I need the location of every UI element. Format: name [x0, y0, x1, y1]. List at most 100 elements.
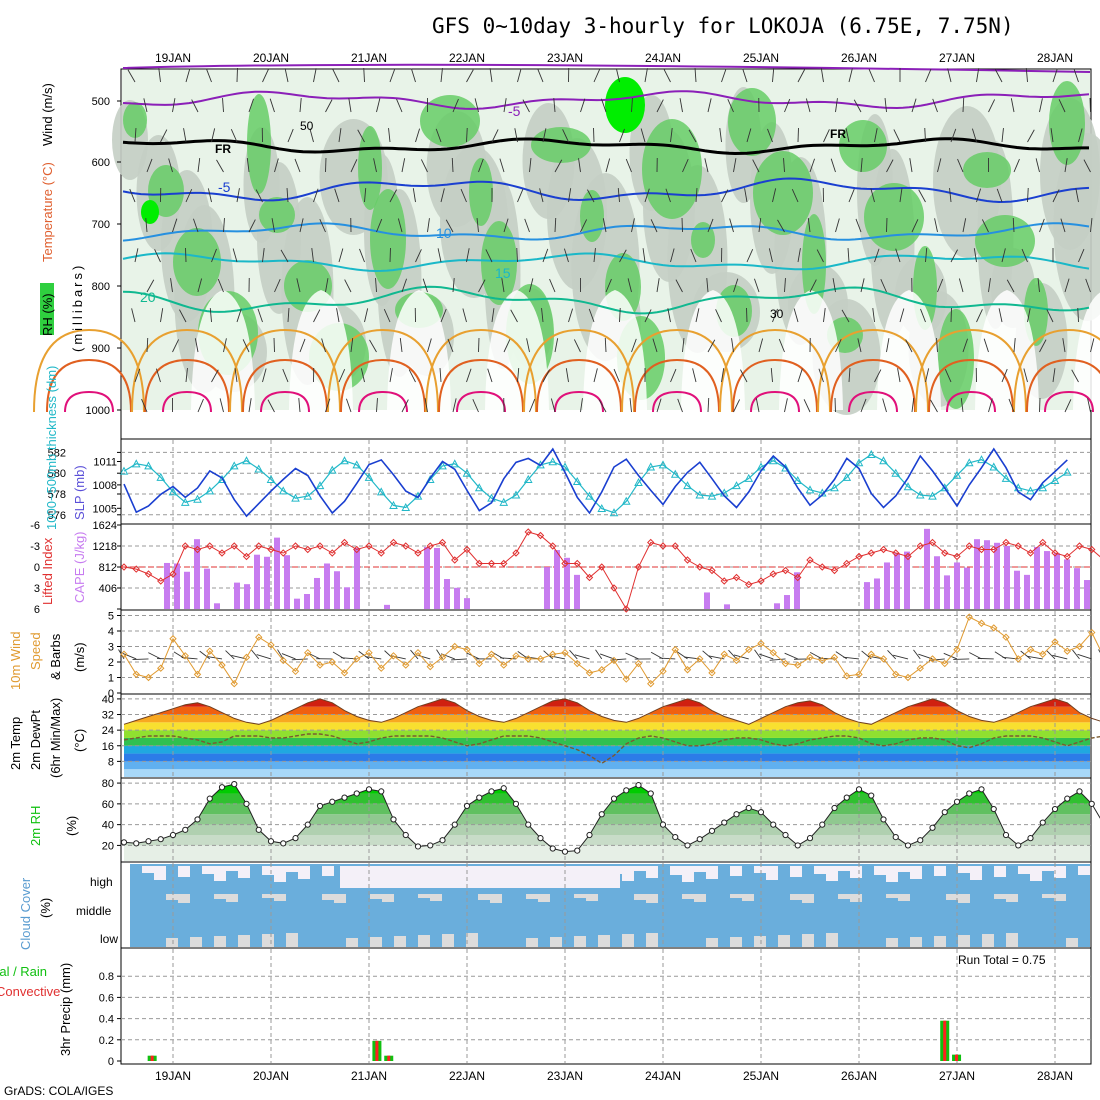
wind10-barb: [122, 653, 137, 660]
wind-barb: [134, 248, 139, 263]
wind-barb: [466, 127, 468, 143]
clear-sky-low: [262, 934, 274, 947]
wind-barb: [631, 98, 633, 113]
rh2m-marker: [390, 816, 397, 823]
rh-moist-region: [259, 197, 295, 233]
wind10-speed-marker: [316, 661, 324, 669]
cape-bar: [184, 571, 190, 609]
cape-bar: [304, 594, 310, 609]
wind-barb: [860, 158, 863, 173]
wind-barb: [206, 68, 212, 83]
clear-sky-middle: [322, 894, 334, 900]
rh2m-marker: [451, 821, 458, 828]
cape-bar: [574, 574, 580, 609]
wind-barb: [752, 159, 760, 173]
rh2m-marker: [231, 781, 238, 788]
clear-sky-middle: [226, 894, 238, 902]
wind-barb: [562, 129, 569, 143]
wind10-speed-marker: [463, 645, 471, 654]
thickness-marker: [401, 502, 411, 512]
wind-barb: [376, 218, 383, 233]
wind10-barb: [500, 657, 517, 660]
clear-sky-high: [1042, 866, 1054, 871]
clear-sky-low: [622, 934, 634, 947]
y-tick-label: 500: [92, 96, 110, 108]
lifted-index-marker: [1088, 545, 1096, 554]
y-tick-label: 60: [102, 799, 114, 811]
wind-barb: [131, 308, 136, 323]
wind-barb: [514, 128, 518, 143]
temp2m-panel-labels: 2m Temp 2m DewPt (6hr Min/Max) (°C): [8, 698, 87, 778]
wind-barb: [644, 309, 652, 323]
wind10-barb: [728, 649, 737, 660]
y-tick-label: 3: [108, 642, 114, 654]
temperature-contour: [122, 137, 1089, 156]
wind-barb: [690, 248, 697, 263]
thickness-marker: [1050, 475, 1060, 484]
wind-barb: [510, 309, 518, 323]
wind10-speed-marker: [524, 655, 532, 663]
wind-barb: [1090, 218, 1093, 233]
rh-moist-region: [148, 165, 184, 217]
surface-temperature-contour: [358, 390, 408, 413]
wind-barb: [503, 98, 507, 113]
thickness-marker: [144, 461, 153, 470]
lifted-index-marker: [500, 559, 508, 568]
wind10-speed-marker: [255, 633, 263, 641]
lifted-index-marker: [843, 559, 851, 568]
temperature-contour: [122, 252, 1090, 273]
clear-sky-low: [958, 935, 970, 947]
wind-barb: [401, 399, 409, 413]
y-tick-label: 576: [48, 510, 66, 522]
lifted-index-marker: [475, 559, 483, 568]
rh2m-marker: [684, 842, 691, 849]
wind-barb: [573, 339, 581, 353]
lifted-index-marker: [585, 573, 594, 582]
rh2m-marker: [770, 821, 777, 828]
wind10-barb: [410, 649, 419, 660]
wind-barb: [758, 338, 764, 353]
rh2m-marker: [623, 787, 630, 794]
wind-barb: [1064, 399, 1072, 413]
wind-barb: [675, 279, 683, 293]
wind10-panel-labels: 10m Wind Speed & Barbs (m/s): [8, 631, 87, 690]
cape-bar: [1044, 551, 1050, 609]
surface-temperature-contour: [1026, 358, 1100, 413]
surface-temperature-contour: [523, 328, 635, 413]
wind-barb: [791, 189, 799, 203]
wind-barb: [219, 398, 224, 413]
wind-barb: [981, 219, 989, 233]
wind-barb: [605, 158, 611, 173]
wind-barb: [936, 338, 938, 353]
rh2m-units: (%): [64, 816, 79, 836]
cape-bar: [214, 603, 220, 609]
wind-barb: [236, 308, 242, 323]
clear-sky-high: [970, 866, 982, 880]
rh2m-marker: [1088, 800, 1095, 807]
wind10-speed-marker: [1014, 655, 1022, 663]
surface-temperature-contour: [242, 358, 328, 413]
clear-sky-low: [646, 933, 658, 947]
wind-barb: [1083, 159, 1091, 173]
y-tick-label: 4: [108, 626, 114, 638]
clear-sky-low: [1066, 938, 1078, 947]
cape-bar: [334, 571, 340, 609]
wind-barb: [146, 279, 155, 293]
rh2m-marker: [574, 847, 581, 854]
rh2m-marker: [463, 802, 471, 810]
thickness-marker: [205, 486, 215, 495]
rh2m-marker: [1076, 788, 1083, 795]
wind-barb: [695, 188, 698, 203]
wind-barb: [462, 308, 467, 323]
wind10-speed-marker: [426, 662, 434, 671]
rh-band: [124, 784, 1090, 794]
wind10-speed-marker: [1051, 638, 1059, 646]
wind-barb: [476, 218, 479, 233]
wind-barb: [587, 189, 595, 203]
wind-barb: [269, 98, 275, 113]
rh2m-marker: [304, 821, 311, 828]
y-tick-label: 800: [92, 281, 110, 293]
clear-sky-middle: [586, 894, 598, 901]
y-tick-label: 5: [108, 611, 114, 623]
dewpoint-line: [123, 733, 1100, 765]
